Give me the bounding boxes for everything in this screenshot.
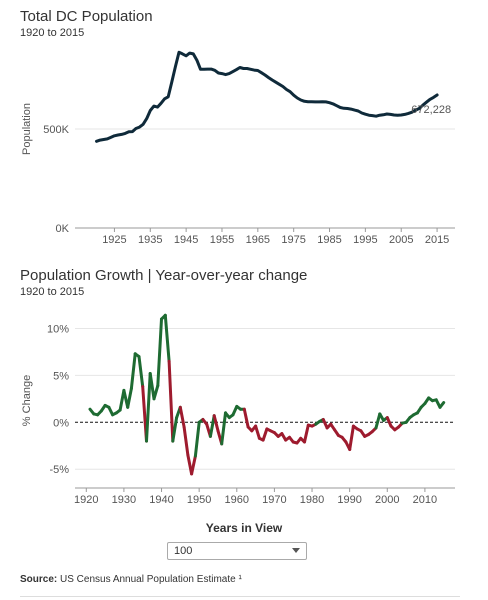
y-axis-label: % Change <box>21 375 33 426</box>
growth-chart-subtitle: 1920 to 2015 <box>20 286 85 298</box>
chevron-down-icon <box>292 548 300 553</box>
growth-chart-title: Population Growth | Year-over-year chang… <box>20 267 308 284</box>
years-in-view-value: 100 <box>174 545 193 557</box>
x-tick-label: 1960 <box>225 494 249 506</box>
divider <box>20 596 460 597</box>
growth-line-segment <box>171 416 179 443</box>
y-tick-label: 500K <box>43 124 69 136</box>
x-tick-label: 2000 <box>375 494 399 506</box>
growth-line-segment <box>152 384 160 401</box>
y-tick-label: 10% <box>47 323 69 335</box>
growth-line-segment <box>129 352 137 390</box>
y-axis-label: Population <box>21 103 33 155</box>
growth-line-segment <box>385 416 393 428</box>
y-tick-label: 0K <box>56 223 70 235</box>
growth-line-segment <box>374 412 382 430</box>
x-tick-label: 1975 <box>281 234 305 246</box>
x-tick-label: 1920 <box>74 494 98 506</box>
growth-line-segment <box>156 317 163 388</box>
x-tick-label: 1965 <box>246 234 270 246</box>
source-note: Source: US Census Annual Population Esti… <box>20 574 242 585</box>
growth-line-segment <box>220 411 227 446</box>
growth-line-segment <box>193 420 201 458</box>
population-chart-subtitle: 1920 to 2015 <box>20 27 85 39</box>
x-tick-label: 1940 <box>149 494 173 506</box>
x-tick-label: 1970 <box>262 494 286 506</box>
source-text: US Census Annual Population Estimate ¹ <box>57 574 242 585</box>
years-in-view-label: Years in View <box>205 521 283 535</box>
x-tick-label: 1945 <box>174 234 198 246</box>
growth-line-segment <box>167 359 175 443</box>
source-prefix: Source: <box>20 574 58 585</box>
growth-line-segment <box>190 454 197 476</box>
growth-line-segment <box>178 405 186 429</box>
x-tick-label: 1935 <box>138 234 162 246</box>
growth-chart: 10% 5% 0% -5% 1920 1930 1940 1950 1960 1970 1980 19… <box>21 313 455 506</box>
growth-line-segment <box>303 423 310 444</box>
growth-line-segment <box>148 372 156 401</box>
y-tick-label: -5% <box>49 464 69 476</box>
x-tick-label: 1955 <box>210 234 234 246</box>
growth-line-segment <box>212 414 220 433</box>
x-tick-label: 1925 <box>102 234 126 246</box>
y-tick-label: 5% <box>53 370 69 382</box>
population-chart-title: Total DC Population <box>20 8 153 25</box>
x-tick-label: 1980 <box>300 494 324 506</box>
x-tick-label: 1985 <box>317 234 341 246</box>
growth-line-segment <box>126 387 133 409</box>
growth-line-segment <box>137 355 145 389</box>
growth-line-segment <box>261 427 269 442</box>
years-in-view-select[interactable]: 100 <box>167 542 307 560</box>
growth-line-segment <box>242 407 250 429</box>
x-tick-label: 2010 <box>413 494 437 506</box>
growth-line-segment <box>163 313 171 363</box>
x-tick-label: 1990 <box>337 494 361 506</box>
population-line <box>95 50 439 143</box>
growth-line-segment <box>145 372 152 443</box>
population-end-label: 672,228 <box>411 104 451 116</box>
growth-line-segment <box>348 424 355 451</box>
x-tick-label: 2015 <box>425 234 449 246</box>
x-tick-label: 1950 <box>187 494 211 506</box>
x-tick-label: 2005 <box>389 234 413 246</box>
y-tick-label: 0% <box>53 417 69 429</box>
growth-line-segment <box>438 401 446 409</box>
growth-line-segment <box>182 425 190 457</box>
population-chart: 0K 500K 1925 1935 1945 1955 1965 1975 1985 1995 20… <box>21 50 455 246</box>
growth-line-segment <box>254 424 261 440</box>
x-tick-label: 1995 <box>353 234 377 246</box>
x-tick-label: 1930 <box>112 494 136 506</box>
